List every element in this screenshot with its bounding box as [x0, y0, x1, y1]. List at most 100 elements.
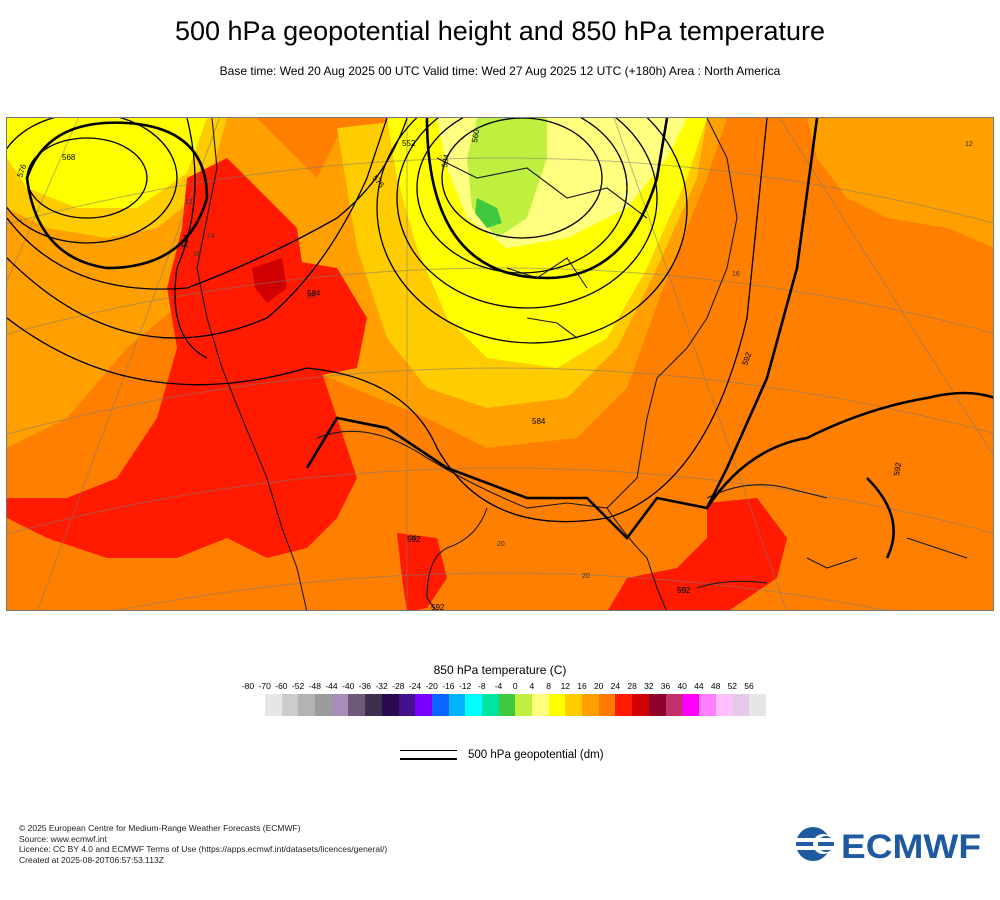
- isotherm-label: 20: [582, 573, 590, 580]
- contour-labels: 568 576 584 584 576 584 560 552 584 592 …: [15, 128, 903, 611]
- contour-label: 592: [740, 351, 753, 367]
- contour-label: 552: [402, 139, 416, 148]
- temperature-legend-title: 850 hPa temperature (C): [433, 663, 567, 677]
- legend-swatch: [548, 694, 566, 716]
- contour-label: 592: [407, 535, 421, 544]
- contour-label: 584: [180, 233, 191, 248]
- legend-tick-label: -8: [478, 681, 486, 691]
- legend-swatch: [665, 694, 683, 716]
- page-subtitle: Base time: Wed 20 Aug 2025 00 UTC Valid …: [219, 64, 781, 78]
- isotherm-label: 20: [497, 541, 505, 548]
- isotherm-label: 16: [193, 251, 201, 258]
- legend-tick-label: -4: [494, 681, 503, 691]
- legend-line-thick: [400, 758, 457, 760]
- contour-label: 584: [307, 289, 321, 298]
- contour-label: 592: [431, 603, 445, 611]
- legend-swatch: [448, 694, 466, 716]
- geopotential-legend: 500 hPa geopotential (dm): [400, 748, 660, 768]
- isotherm-label: 16: [732, 271, 740, 278]
- legend-swatch: [265, 694, 282, 716]
- contour-label: 576: [15, 163, 28, 179]
- logo-emblem-icon: [795, 827, 837, 861]
- legend-tick-label: -24: [408, 681, 422, 691]
- isotherm-labels: 12 12 16 16 24 20 20 20 24 24: [185, 141, 973, 594]
- ecmwf-logo-mark: ECMWF: [795, 827, 981, 866]
- legend-tick-label: -80: [241, 681, 255, 691]
- legend-swatch: [682, 694, 699, 716]
- legend-swatch: [748, 694, 766, 716]
- legend-swatch: [348, 694, 366, 716]
- contour-label: 592: [892, 461, 903, 476]
- legend-tick-label: -12: [458, 681, 472, 691]
- temperature-legend-ticks: -80 -70 -60 -52 -48 -44 -40 -36 -32 -28 -24 -20 -16-…: [241, 681, 761, 693]
- geopotential-legend-label: 500 hPa geopotential (dm): [468, 749, 604, 761]
- weather-map[interactable]: 568 576 584 584 576 584 560 552 584 592 …: [6, 117, 994, 611]
- legend-tick-label: 56: [744, 681, 754, 691]
- legend-swatch: [732, 694, 749, 716]
- legend-swatch: [431, 694, 449, 716]
- geopotential-contours: [7, 118, 768, 523]
- isotherm-label: 12: [185, 199, 193, 206]
- legend-tick-label: 24: [610, 681, 621, 691]
- footer-copyright: © 2025 European Centre for Medium-Range …: [19, 823, 301, 833]
- legend-tick-label: 20: [593, 681, 604, 691]
- legend-tick-label: 4: [529, 681, 535, 691]
- isotherm-label: 24: [409, 535, 417, 542]
- temp-field-24-28-west: [7, 158, 357, 558]
- legend-swatch: [481, 694, 499, 716]
- legend-swatch: [632, 694, 649, 716]
- legend-tick-label: 36: [660, 681, 671, 691]
- legend-tick-label: -40: [342, 681, 355, 691]
- temp-field-16-20-atlantic: [807, 118, 993, 248]
- isotherm-label: 12: [965, 141, 973, 148]
- legend-swatch: [598, 694, 616, 716]
- legend-swatch: [515, 694, 532, 716]
- temp-field-24-28-mexico: [397, 533, 447, 610]
- legend-swatch: [582, 694, 599, 716]
- legend-swatch: [315, 694, 332, 716]
- legend-tick-label: 0: [512, 681, 518, 691]
- footer-credits: © 2025 European Centre for Medium-Range …: [19, 823, 387, 865]
- isotherm-label: 20: [307, 293, 315, 300]
- temp-field-minus4-0: [475, 198, 502, 228]
- geopotential-legend-lines: [400, 750, 457, 767]
- geopotential-contours-thick: [25, 118, 993, 559]
- legend-tick-label: 44: [694, 681, 704, 691]
- contour-label: 568: [62, 153, 76, 162]
- temp-field-8-12: [7, 118, 207, 208]
- legend-swatch: [281, 694, 299, 716]
- legend-tick-label: -60: [275, 681, 288, 691]
- contour-label: 584: [532, 417, 546, 426]
- legend-swatch: [365, 694, 382, 716]
- legend-swatch: [698, 694, 716, 716]
- legend-swatch: [648, 694, 666, 716]
- logo-text: ECMWF: [841, 828, 981, 862]
- legend-tick-label: -48: [308, 681, 321, 691]
- isotherm-label: 24: [679, 587, 687, 594]
- coastlines: [196, 118, 968, 610]
- temp-field-28-32: [252, 258, 287, 303]
- legend-tick-label: -20: [425, 681, 438, 691]
- legend-tick-label: 12: [560, 681, 571, 691]
- contour-label: 592: [677, 586, 691, 595]
- legend-swatch: [465, 694, 482, 716]
- legend-tick-label: -16: [442, 681, 455, 691]
- legend-tick-label: 52: [727, 681, 738, 691]
- contour-label: 560: [470, 128, 481, 143]
- legend-swatch: [498, 694, 516, 716]
- legend-tick-label: 16: [577, 681, 587, 691]
- temperature-legend-bar: [265, 694, 766, 716]
- legend-swatch: [331, 694, 349, 716]
- ecmwf-logo[interactable]: ECMWF: [795, 826, 985, 866]
- legend-tick-label: 8: [546, 681, 551, 691]
- legend-tick-label: 40: [677, 681, 687, 691]
- legend-swatch: [565, 694, 583, 716]
- isotherm-label: 24: [207, 233, 215, 240]
- legend-tick-label: 28: [627, 681, 637, 691]
- legend-tick-label: -52: [291, 681, 305, 691]
- legend-swatch: [398, 694, 416, 716]
- legend-tick-label: -36: [358, 681, 372, 691]
- legend-swatch: [532, 694, 549, 716]
- legend-swatch: [615, 694, 633, 716]
- footer-created: Created at 2025-08-20T06:57:53.113Z: [19, 854, 164, 865]
